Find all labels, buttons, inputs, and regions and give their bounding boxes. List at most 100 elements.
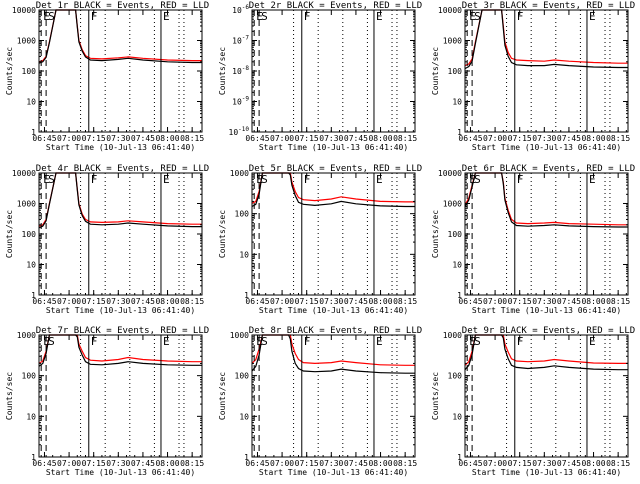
x-tick-label: 07:00 (270, 297, 294, 306)
y-axis-label: Counts/sec (431, 372, 440, 420)
series-line-lld (251, 334, 415, 366)
y-tick-label: 100 (448, 230, 463, 239)
x-tick-label: 07:00 (270, 459, 294, 468)
x-tick-label: 07:30 (106, 459, 130, 468)
plot-title: Det 7r BLACK = Events, RED = LLD (36, 326, 209, 336)
y-axis-label: Counts/sec (5, 210, 14, 258)
x-tick-label: 08:00 (368, 134, 392, 143)
y-tick-label: 1 (244, 291, 249, 300)
x-tick-label: 07:45 (344, 297, 368, 306)
marker-label-e: E (256, 173, 263, 186)
marker-label-e: E (43, 10, 50, 23)
y-tick-label: 10 (452, 261, 462, 270)
marker-label-f: F (304, 10, 311, 23)
marker-label-s: S (261, 10, 268, 23)
x-tick-label: 08:15 (180, 297, 204, 306)
y-tick-label: 1 (457, 291, 462, 300)
y-tick-label: 1 (457, 453, 462, 462)
x-tick-label: 07:00 (270, 134, 294, 143)
plot-frame (464, 172, 629, 296)
x-tick-label: 07:45 (344, 459, 368, 468)
y-tick-label: 10 (239, 250, 249, 259)
y-tick-label: 100 (235, 372, 250, 381)
y-axis-label: Counts/sec (431, 47, 440, 95)
series-line-events (464, 172, 628, 228)
x-tick-label: 07:15 (508, 297, 532, 306)
x-tick-label: 06:45 (458, 297, 482, 306)
series-line-events (38, 334, 202, 367)
y-tick-label: 1000 (443, 37, 462, 46)
y-tick-label: 100 (448, 67, 463, 76)
x-tick-label: 08:15 (606, 134, 630, 143)
plot-frame (38, 9, 203, 133)
plot-frame (464, 334, 629, 458)
marker-label-e: E (163, 335, 170, 348)
x-tick-label: 06:45 (245, 459, 269, 468)
y-axis-label: Counts/sec (218, 47, 227, 95)
x-tick-label: 07:45 (557, 297, 581, 306)
y-tick-label: 10 (452, 412, 462, 421)
x-axis-label: Start Time (10-Jul-13 06:41:40) (46, 306, 195, 315)
y-tick-label: 1000 (230, 331, 249, 340)
marker-label-e: E (589, 173, 596, 186)
series-line-lld (38, 334, 202, 364)
x-tick-label: 07:45 (344, 134, 368, 143)
marker-label-f: F (91, 335, 98, 348)
series-line-lld (464, 172, 628, 226)
y-tick-label: 10000 (438, 6, 462, 15)
series-line-events (251, 334, 415, 374)
marker-label-e: E (469, 10, 476, 23)
x-tick-label: 06:45 (245, 134, 269, 143)
x-tick-label: 08:15 (393, 297, 417, 306)
y-tick-label: 1 (457, 128, 462, 137)
y-tick-label: 10 (239, 412, 249, 421)
marker-label-s: S (261, 173, 268, 186)
y-tick-label: 10000 (438, 169, 462, 178)
plot-frame (38, 172, 203, 296)
x-tick-label: 07:15 (82, 459, 106, 468)
x-axis-label: Start Time (10-Jul-13 06:41:40) (259, 468, 408, 477)
x-tick-label: 06:45 (458, 459, 482, 468)
marker-label-s: S (48, 10, 55, 23)
marker-label-s: S (474, 10, 481, 23)
marker-label-e: E (376, 335, 383, 348)
marker-label-f: F (304, 173, 311, 186)
x-axis-label: Start Time (10-Jul-13 06:41:40) (46, 468, 195, 477)
x-tick-label: 07:30 (106, 134, 130, 143)
series-line-events (251, 172, 415, 208)
x-tick-label: 07:30 (319, 459, 343, 468)
x-tick-label: 07:00 (57, 459, 81, 468)
y-axis-label: Counts/sec (431, 210, 440, 258)
x-tick-label: 07:15 (295, 134, 319, 143)
y-tick-label: 10-8 (232, 65, 249, 76)
y-tick-label: 1000 (17, 200, 36, 209)
x-tick-label: 07:15 (295, 297, 319, 306)
y-tick-label: 100 (22, 67, 37, 76)
y-tick-label: 1000 (443, 331, 462, 340)
series-line-lld (464, 9, 628, 67)
x-axis-label: Start Time (10-Jul-13 06:41:40) (472, 143, 621, 152)
x-tick-label: 07:45 (131, 459, 155, 468)
series-line-events (464, 334, 628, 371)
series-line-lld (464, 334, 628, 366)
x-tick-label: 07:00 (57, 297, 81, 306)
marker-label-s: S (48, 173, 55, 186)
marker-label-e: E (256, 10, 263, 23)
x-axis-label: Start Time (10-Jul-13 06:41:40) (472, 468, 621, 477)
marker-label-f: F (91, 173, 98, 186)
series-line-events (38, 9, 202, 64)
x-tick-label: 06:45 (32, 459, 56, 468)
y-tick-label: 10-6 (232, 4, 249, 15)
plot-title: Det 2r BLACK = Events, RED = LLD (249, 1, 422, 11)
marker-label-e: E (589, 335, 596, 348)
series-line-lld (38, 172, 202, 227)
x-tick-label: 08:00 (581, 297, 605, 306)
x-tick-label: 07:30 (319, 134, 343, 143)
x-tick-label: 07:30 (532, 459, 556, 468)
marker-label-f: F (517, 335, 524, 348)
